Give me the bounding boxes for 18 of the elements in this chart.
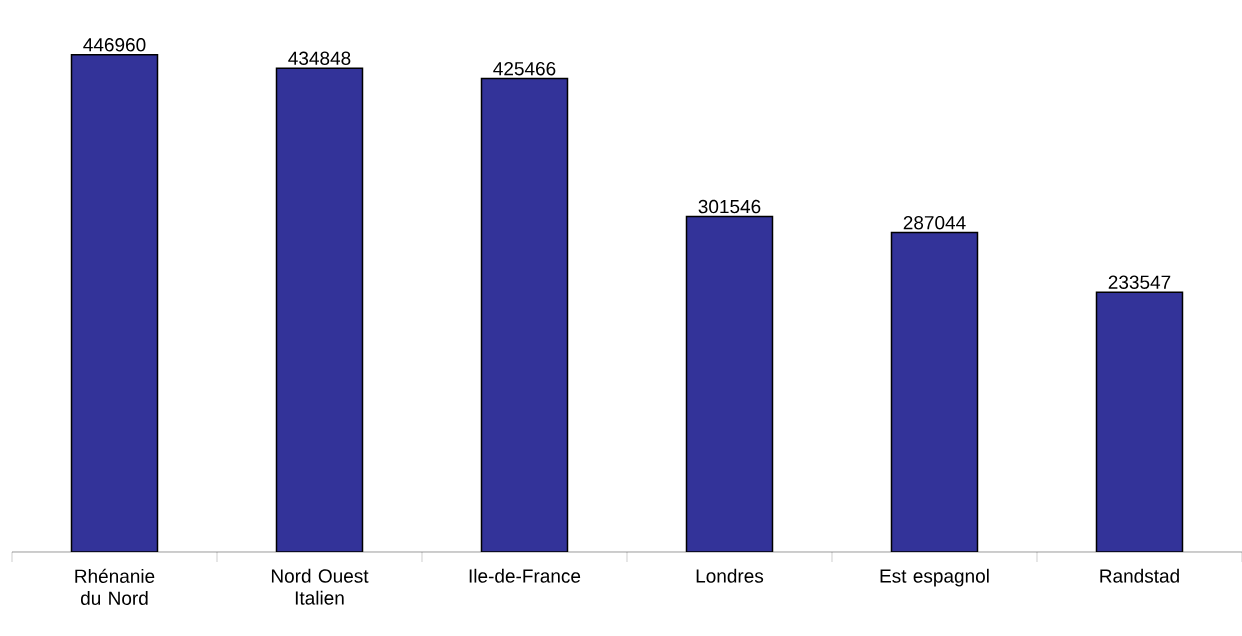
bar — [1095, 291, 1184, 552]
x-tick-label: Ile-de-France — [469, 568, 581, 583]
bar — [685, 215, 774, 552]
data-label: 446960 — [83, 38, 146, 52]
bar — [275, 67, 364, 552]
x-tick-label: Randstad — [1100, 568, 1179, 583]
bar — [890, 231, 979, 552]
bar — [70, 53, 159, 552]
data-label: 301546 — [698, 199, 761, 214]
data-label: 233547 — [1108, 275, 1171, 289]
x-tick-label: Rhénanie du Nord — [75, 568, 155, 605]
data-label: 287044 — [903, 215, 966, 230]
x-tick-label: Londres — [696, 568, 764, 583]
x-tick-label: Nord Ouest Italien — [271, 568, 369, 605]
bar — [480, 77, 569, 552]
x-tick-label: Est espagnol — [880, 568, 989, 587]
data-label: 434848 — [288, 51, 351, 65]
data-label: 425466 — [493, 61, 556, 76]
